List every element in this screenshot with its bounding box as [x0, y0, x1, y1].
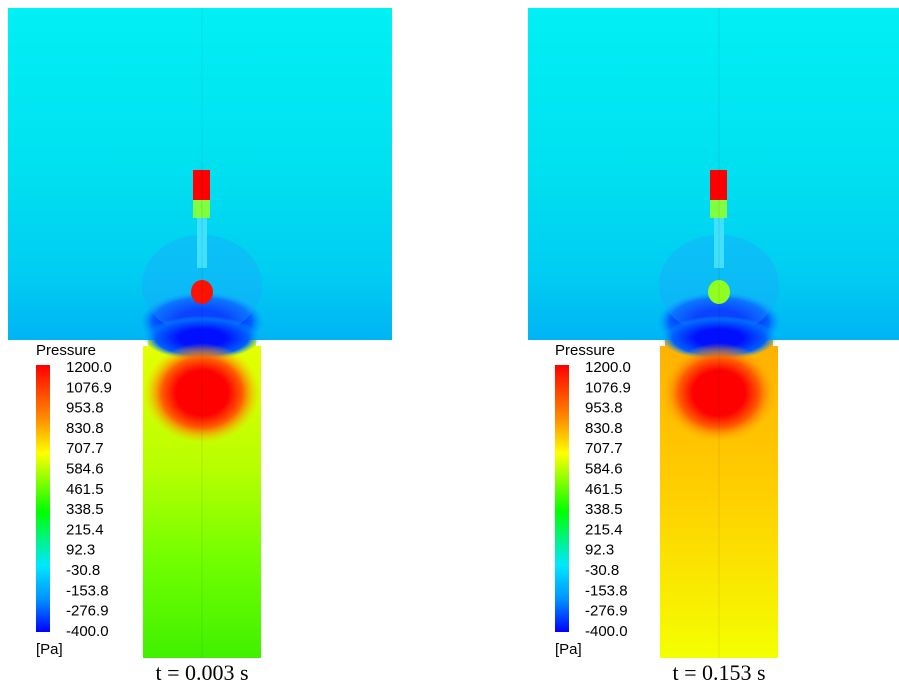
colorbar-tick-label: 1076.9 [585, 379, 631, 396]
colorbar-tick-label: 338.5 [66, 501, 104, 518]
colorbar-tick-label: -276.9 [585, 603, 628, 620]
colorbar-tick-label: -400.0 [585, 623, 628, 640]
colorbar-tick-label: 92.3 [585, 542, 614, 559]
legend-unit: [Pa] [555, 641, 582, 658]
legend-unit: [Pa] [36, 641, 63, 658]
colorbar-tick-label: 830.8 [585, 420, 623, 437]
legend-title: Pressure [555, 342, 615, 359]
colorbar-tick-label: 830.8 [66, 420, 104, 437]
colorbar-tick-label: 461.5 [66, 481, 104, 498]
colorbar-tick-label: 461.5 [585, 481, 623, 498]
colorbar-tick-label: -30.8 [585, 562, 619, 579]
colorbar-tick-label: 707.7 [585, 440, 623, 457]
colorbar-tick-label: -153.8 [66, 582, 109, 599]
colorbar-tick-label: -400.0 [66, 623, 109, 640]
colorbar-tick-label: 338.5 [585, 501, 623, 518]
colorbar-tick-label: 1076.9 [66, 379, 112, 396]
colorbar-tick-label: 707.7 [66, 440, 104, 457]
colorbar-tick-label: -30.8 [66, 562, 100, 579]
colorbar-tick-label: 953.8 [585, 400, 623, 417]
colorbar-tick-label: 215.4 [66, 521, 104, 538]
colorbar-tick-label: 92.3 [66, 542, 95, 559]
legend-title: Pressure [36, 342, 96, 359]
colorbar-tick-label: 1200.0 [66, 359, 112, 376]
colorbar-tick-label: -153.8 [585, 582, 628, 599]
colorbar-tick-label: -276.9 [66, 603, 109, 620]
colorbar-tick-label: 1200.0 [585, 359, 631, 376]
caption: t = 0.003 s [155, 660, 248, 685]
colorbar-tick-label: 953.8 [66, 400, 104, 417]
colorbar-tick-label: 215.4 [585, 521, 623, 538]
colorbar-tick-label: 584.6 [66, 461, 104, 478]
figure: Pressure1200.01076.9953.8830.8707.7584.6… [0, 0, 899, 693]
colorbar [36, 365, 50, 632]
caption: t = 0.153 s [672, 660, 765, 685]
colorbar [555, 365, 569, 632]
colorbar-tick-label: 584.6 [585, 461, 623, 478]
